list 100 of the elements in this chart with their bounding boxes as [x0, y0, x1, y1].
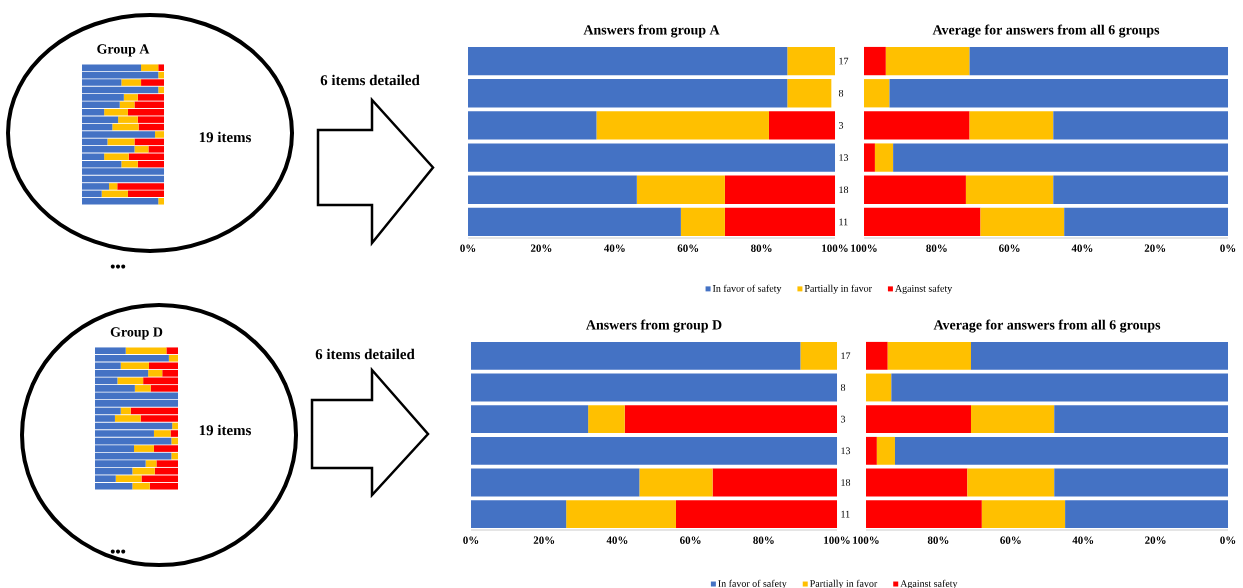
bar [471, 341, 801, 370]
x-tick-label: 0% [463, 536, 479, 544]
x-tick-label: 80% [926, 244, 947, 252]
bar [171, 452, 179, 460]
text: ••• [110, 264, 126, 269]
bar [172, 422, 179, 430]
y-tick-label: 13 [841, 447, 851, 455]
x-tick-label: 0% [460, 244, 476, 252]
bar [170, 430, 179, 437]
y-tick-label: 17 [839, 57, 849, 65]
y-tick-label: 8 [840, 384, 846, 391]
bar [894, 436, 1229, 465]
bar [866, 500, 982, 529]
bar [153, 445, 179, 452]
y-tick-label: 13 [839, 154, 849, 161]
y-tick-label: 11 [839, 218, 848, 226]
x-tick-label: 80% [751, 244, 772, 252]
bar [866, 373, 892, 402]
x-tick-label: 0% [1220, 244, 1236, 252]
bar [712, 468, 838, 497]
bar [864, 46, 886, 76]
bar [864, 175, 966, 204]
bar [866, 436, 877, 465]
bar [468, 111, 597, 140]
bar [107, 138, 135, 146]
bar [893, 143, 1229, 172]
bar [889, 79, 1229, 108]
bar [787, 79, 832, 108]
y-tick-label: 17 [841, 352, 851, 360]
bar [768, 111, 836, 140]
bar [864, 143, 875, 172]
chart-title: Answers from group D [586, 319, 722, 333]
bar [636, 175, 725, 204]
x-tick-label: 60% [999, 244, 1020, 252]
bar [471, 405, 589, 434]
bar [141, 79, 165, 86]
bar [168, 354, 179, 362]
x-tick-label: 100% [822, 244, 848, 252]
x-tick-label: 20% [533, 536, 555, 544]
chart-title: Answers from group A [583, 24, 720, 38]
bar [471, 468, 640, 497]
x-tick-label: 0% [1220, 536, 1236, 544]
bar [468, 175, 637, 204]
bar [800, 341, 838, 370]
x-tick-label: 60% [677, 244, 699, 252]
bar [158, 71, 165, 79]
bar [866, 405, 971, 434]
bar [171, 437, 179, 445]
text: 6 items detailed [320, 74, 420, 86]
bar [158, 198, 165, 205]
bar [866, 468, 968, 497]
bar [158, 86, 165, 94]
text: 19 items [199, 424, 251, 436]
bar [980, 207, 1065, 237]
legend-label: Partially in favor [810, 579, 878, 588]
bar [874, 143, 894, 172]
bar [471, 436, 838, 465]
x-tick-label: 80% [753, 536, 774, 544]
bar [153, 430, 171, 437]
x-tick-label: 40% [604, 244, 625, 252]
bar [965, 175, 1054, 204]
x-tick-label: 20% [1144, 244, 1166, 252]
bar [864, 111, 970, 140]
bar [468, 46, 788, 76]
x-tick-label: 40% [1071, 244, 1093, 252]
y-tick-label: 11 [841, 510, 850, 518]
bar [891, 373, 1229, 402]
bar [864, 79, 890, 108]
bar [134, 146, 149, 153]
bar [675, 500, 838, 529]
bar [1065, 500, 1229, 529]
bar [121, 79, 142, 86]
bar [639, 468, 713, 497]
y-tick-label: 3 [841, 415, 846, 423]
chart-title: Group A [97, 44, 150, 57]
legend-label: Against safety [895, 284, 953, 294]
bar [724, 207, 836, 237]
legend-label: Partially in favor [804, 284, 872, 294]
bar [624, 405, 838, 434]
bar [141, 64, 159, 71]
text: 6 items detailed [315, 348, 415, 360]
bar [468, 79, 788, 108]
x-tick-label: 60% [680, 536, 701, 544]
bar [1054, 468, 1229, 497]
y-tick-label: 8 [838, 89, 844, 97]
bar [724, 175, 836, 204]
bar [134, 445, 154, 452]
x-tick-label: 100% [824, 536, 850, 544]
bar [471, 500, 567, 529]
bar [885, 46, 970, 76]
bar [887, 341, 971, 370]
legend-label: In favor of safety [718, 579, 787, 588]
bar [1064, 207, 1229, 237]
bar [969, 111, 1054, 140]
bar [787, 46, 836, 76]
bar [468, 143, 836, 172]
bar [1054, 405, 1229, 434]
bar [864, 207, 981, 237]
x-tick-label: 40% [606, 536, 628, 544]
x-tick-label: 40% [1072, 536, 1094, 544]
